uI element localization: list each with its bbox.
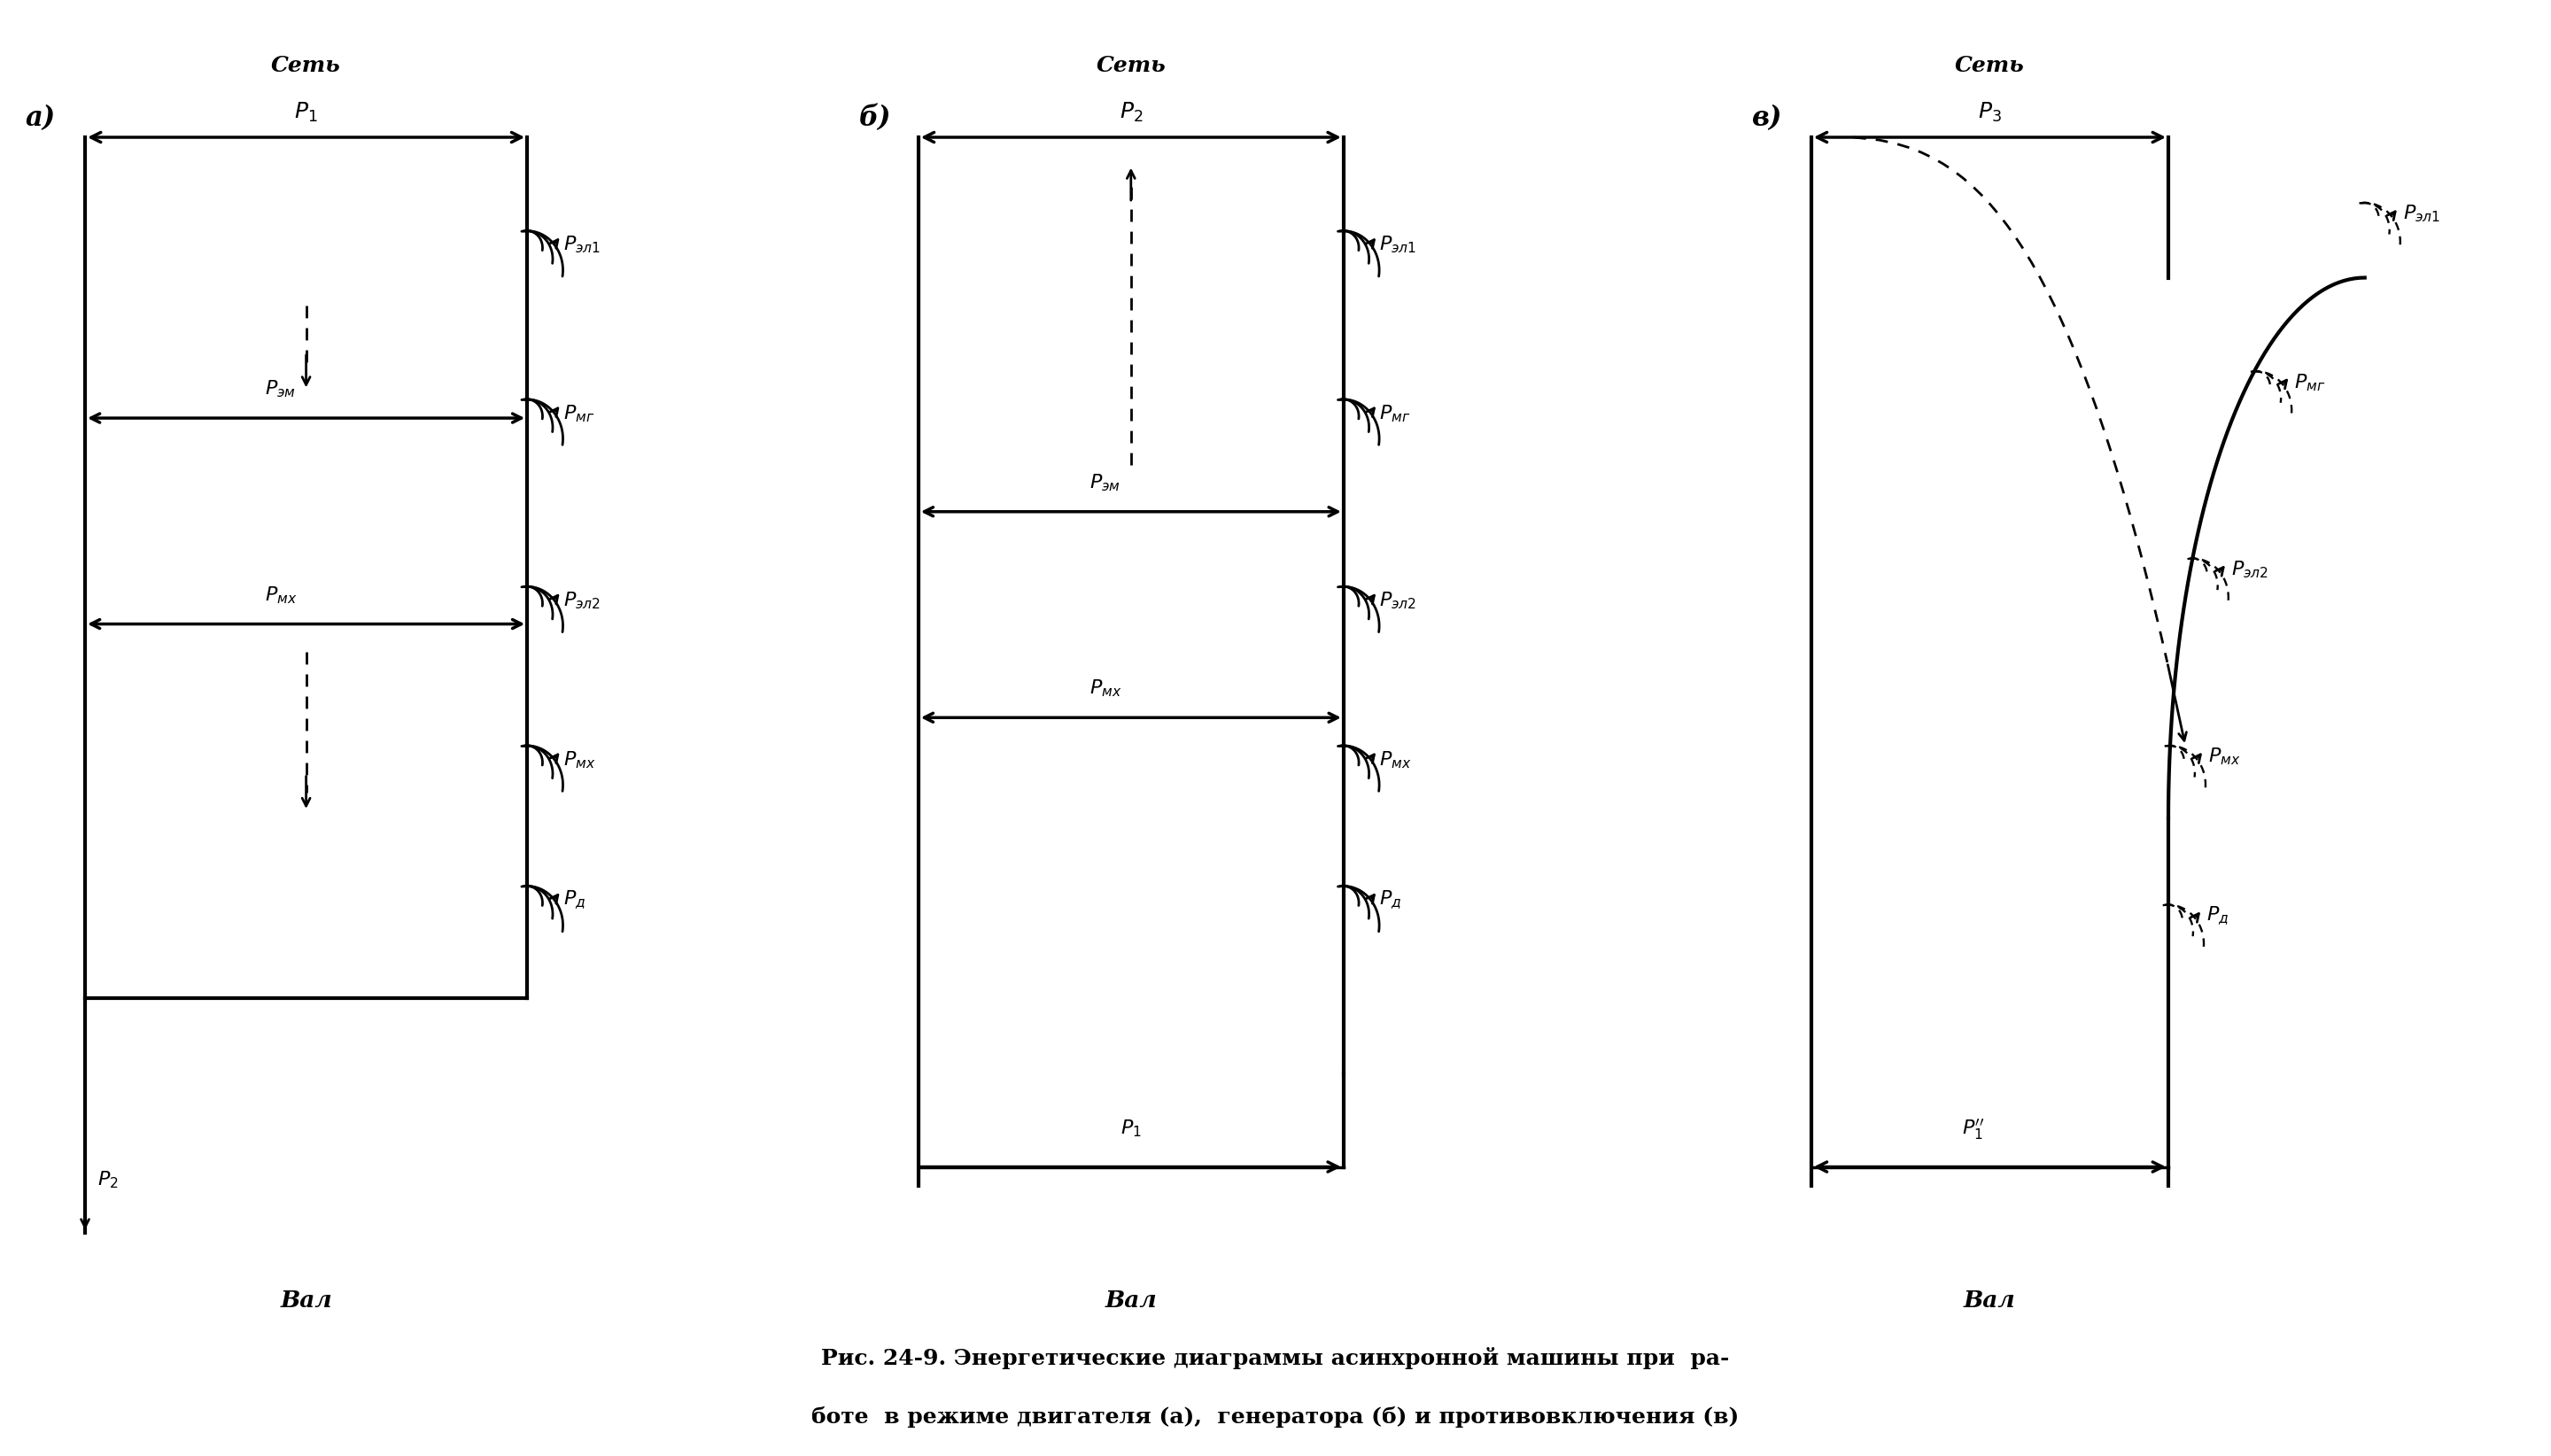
Text: Вал: Вал — [281, 1290, 332, 1312]
Text: $P_{мг}$: $P_{мг}$ — [564, 403, 594, 424]
Text: $P_{эл1}$: $P_{эл1}$ — [1380, 234, 1416, 255]
Text: Рис. 24-9. Энергетические диаграммы асинхронной машины при  ра-: Рис. 24-9. Энергетические диаграммы асин… — [821, 1347, 1730, 1369]
Text: Вал: Вал — [1964, 1290, 2015, 1312]
Text: $P_{мг}$: $P_{мг}$ — [1380, 403, 1411, 424]
Text: $P_{мг}$: $P_{мг}$ — [2293, 373, 2327, 393]
Text: $P_{мх}$: $P_{мх}$ — [1089, 678, 1122, 699]
Text: $P_3$: $P_3$ — [1977, 100, 2003, 124]
Text: а): а) — [26, 105, 56, 132]
Text: $P_2$: $P_2$ — [1120, 100, 1143, 124]
Text: $P_1''$: $P_1''$ — [1962, 1117, 1985, 1142]
Text: $P_2$: $P_2$ — [97, 1169, 120, 1191]
Text: $P_д$: $P_д$ — [2207, 906, 2230, 927]
Text: $P_д$: $P_д$ — [564, 890, 584, 911]
Text: в): в) — [1753, 105, 1783, 132]
Text: Сеть: Сеть — [270, 55, 342, 76]
Text: $P_1$: $P_1$ — [293, 100, 319, 124]
Text: $P_{эл1}$: $P_{эл1}$ — [2403, 204, 2441, 224]
Text: $P_{эм}$: $P_{эм}$ — [265, 379, 296, 399]
Text: $P_{мх}$: $P_{мх}$ — [2209, 747, 2240, 767]
Text: б): б) — [860, 105, 890, 132]
Text: $P_{эл2}$: $P_{эл2}$ — [1380, 590, 1416, 612]
Text: $P_{эл2}$: $P_{эл2}$ — [564, 590, 599, 612]
Text: $P_{мх}$: $P_{мх}$ — [265, 585, 296, 606]
Text: Сеть: Сеть — [1954, 55, 2025, 76]
Text: $P_1$: $P_1$ — [1120, 1118, 1140, 1139]
Text: Вал: Вал — [1105, 1290, 1158, 1312]
Text: боте  в режиме двигателя (а),  генератора (б) и противовключения (в): боте в режиме двигателя (а), генератора … — [811, 1406, 1740, 1427]
Text: $P_{эл2}$: $P_{эл2}$ — [2232, 559, 2268, 579]
Text: $P_д$: $P_д$ — [1380, 890, 1400, 911]
Text: $P_{мх}$: $P_{мх}$ — [564, 750, 594, 770]
Text: $P_{эм}$: $P_{эм}$ — [1089, 472, 1120, 494]
Text: $P_{эл1}$: $P_{эл1}$ — [564, 234, 599, 255]
Text: Сеть: Сеть — [1097, 55, 1166, 76]
Text: $P_{мх}$: $P_{мх}$ — [1380, 750, 1411, 770]
